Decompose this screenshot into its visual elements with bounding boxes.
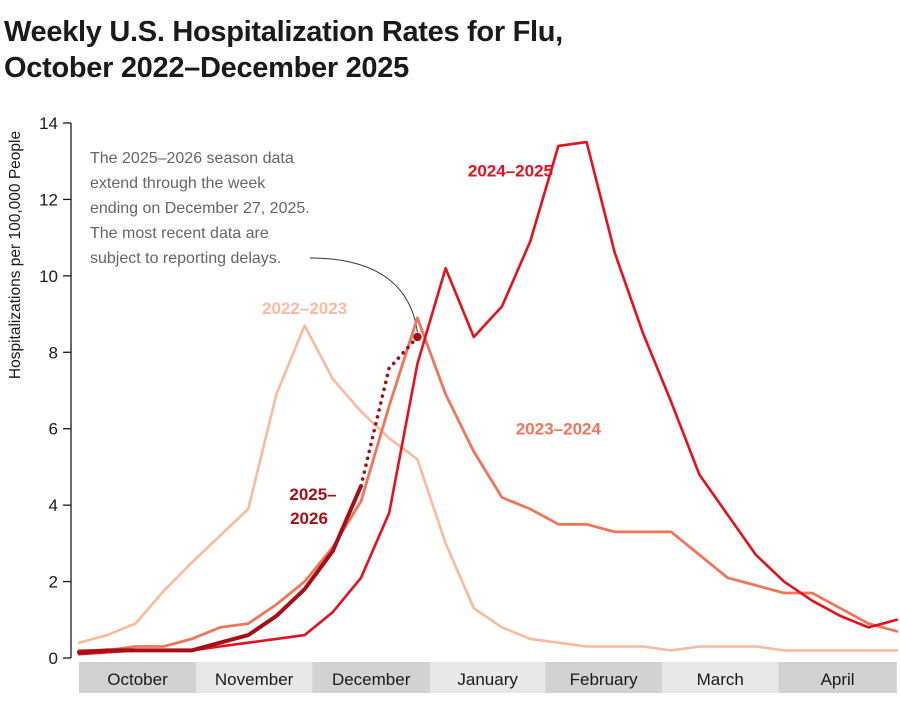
annotation-leader-line xyxy=(309,257,418,333)
series-label-2025-2026-line-2: 2026 xyxy=(290,509,328,528)
y-tick-label-4: 4 xyxy=(49,496,58,515)
annotation: The 2025–2026 season data extend through … xyxy=(90,150,418,333)
month-band-december xyxy=(312,662,431,693)
y-tick-label-14: 14 xyxy=(39,114,58,133)
month-label-february: February xyxy=(570,670,639,689)
month-label-april: April xyxy=(821,670,855,689)
y-axis-title: Hospitalizations per 100,000 People xyxy=(7,131,24,379)
month-band-april xyxy=(778,662,897,693)
annotation-line-5: subject to reporting delays. xyxy=(90,250,281,267)
annotation-line-4: The most recent data are xyxy=(90,225,269,242)
chart-title: Weekly U.S. Hospitalization Rates for Fl… xyxy=(4,14,894,86)
series-lines xyxy=(77,140,899,656)
latest-data-point xyxy=(413,332,422,342)
month-label-november: November xyxy=(215,670,294,689)
series-line-2023-2024 xyxy=(77,316,899,652)
y-tick-label-6: 6 xyxy=(49,420,58,439)
month-bands: October November December January February Ma… xyxy=(79,662,897,693)
annotation-line-1: The 2025–2026 season data xyxy=(90,150,294,167)
y-tick-label-10: 10 xyxy=(39,267,58,286)
y-tick-label-8: 8 xyxy=(49,343,58,362)
month-band-march xyxy=(662,662,779,693)
chart-title-line-2: October 2022–December 2025 xyxy=(4,52,409,84)
month-label-december: December xyxy=(332,670,411,689)
month-band-october xyxy=(79,662,197,693)
month-band-november xyxy=(196,662,313,693)
month-label-october: October xyxy=(107,670,168,689)
series-label-2025-2026-line-1: 2025– xyxy=(289,485,336,504)
series-label-2023-2024: 2023–2024 xyxy=(516,419,602,438)
y-tick-label-2: 2 xyxy=(49,573,58,592)
annotation-line-3: ending on December 27, 2025. xyxy=(90,200,310,217)
chart-title-line-1: Weekly U.S. Hospitalization Rates for Fl… xyxy=(4,16,563,48)
month-band-february xyxy=(545,662,663,693)
series-line-2022-2023 xyxy=(77,324,899,652)
series-label-2022-2023: 2022–2023 xyxy=(262,299,347,318)
y-tick-label-12: 12 xyxy=(39,190,58,209)
y-tick-label-0: 0 xyxy=(49,649,58,668)
annotation-line-2: extend through the week xyxy=(90,175,266,192)
series-line-2024-2025 xyxy=(77,140,899,656)
month-label-march: March xyxy=(697,670,744,689)
series-line-2025-2026 xyxy=(77,484,363,655)
y-axis: 0 2 4 6 8 10 12 14 xyxy=(39,114,72,668)
series-label-2024-2025: 2024–2025 xyxy=(468,162,553,181)
series-labels: 2022–2023 2023–2024 2024–2025 2025– 2026 xyxy=(262,162,601,529)
month-band-january xyxy=(430,662,546,693)
month-label-january: January xyxy=(457,670,518,689)
